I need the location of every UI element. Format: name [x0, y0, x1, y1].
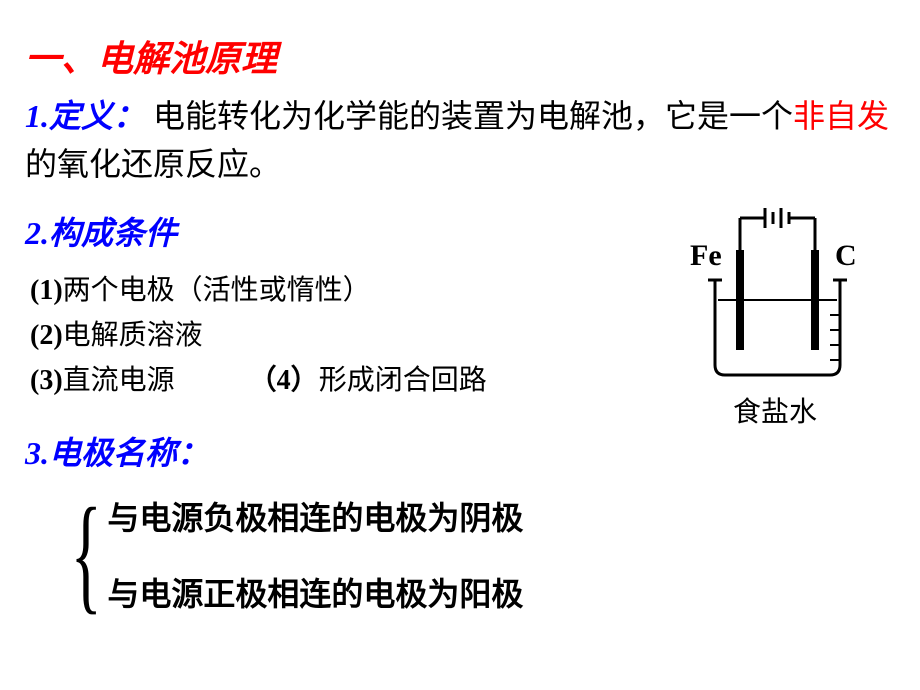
electrode-lines: 与电源负极相连的电极为阴极 与电源正极相连的电极为阳极 [107, 493, 523, 615]
cond4-text: 形成闭合回路 [319, 365, 487, 396]
def-highlight: 非自发 [793, 98, 889, 134]
electrode-line-1: 与电源负极相连的电极为阴极 [107, 493, 523, 539]
diagram-caption: 食盐水 [670, 390, 880, 430]
electrolysis-diagram: Fe C 食盐水 [670, 200, 880, 430]
def-text-2: 的氧化还原反应。 [25, 146, 281, 182]
cond1-text: 两个电极（活性或惰性） [63, 275, 371, 306]
section-3-label: 3.电极名称： [25, 428, 895, 474]
definition-block: 1.定义： 电能转化为化学能的装置为电解池，它是一个非自发的氧化还原反应。 [25, 92, 895, 188]
fe-label: Fe [690, 239, 722, 272]
def-text-1: 电能转化为化学能的装置为电解池，它是一个 [153, 98, 793, 134]
cond3-text: 直流电源 [63, 365, 175, 396]
cond1-num: (1) [30, 275, 63, 306]
cond4-num: （4） [249, 365, 319, 396]
cond3-num: (3) [30, 365, 63, 396]
electrode-line-2: 与电源正极相连的电极为阳极 [107, 569, 523, 615]
diagram-svg: Fe C [670, 200, 880, 380]
def-label: 1.定义： [25, 98, 145, 134]
main-title: 一、电解池原理 [25, 30, 895, 82]
brace-icon: { [71, 489, 102, 619]
c-label: C [835, 239, 857, 272]
cond2-text: 电解质溶液 [63, 320, 203, 351]
cond2-num: (2) [30, 320, 63, 351]
electrode-block: { 与电源负极相连的电极为阴极 与电源正极相连的电极为阳极 [55, 489, 895, 619]
